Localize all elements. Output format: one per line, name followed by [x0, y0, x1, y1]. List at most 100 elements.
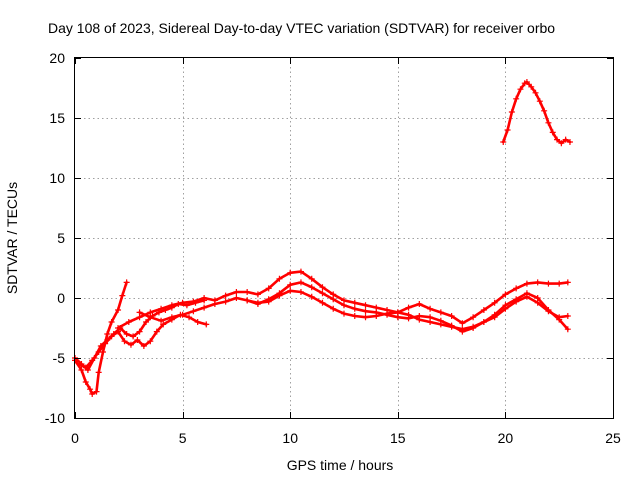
- data-point: [127, 341, 134, 348]
- data-point: [373, 313, 380, 319]
- data-point: [532, 89, 539, 96]
- data-point: [448, 313, 455, 319]
- data-point: [201, 304, 208, 311]
- data-point: [108, 333, 115, 340]
- data-point: [158, 317, 165, 324]
- data-point: [416, 301, 423, 307]
- data-point: [160, 321, 167, 328]
- data-point: [265, 285, 272, 292]
- series-track-f: [244, 287, 571, 333]
- data-point: [102, 340, 109, 347]
- data-point: [480, 319, 487, 325]
- data-point: [115, 307, 122, 313]
- data-point: [517, 86, 524, 93]
- data-point: [308, 293, 315, 300]
- data-point: [136, 309, 143, 316]
- x-tick-labels: 0 5 10 15 20 25: [71, 430, 621, 446]
- data-point: [203, 321, 210, 328]
- data-point: [194, 319, 201, 325]
- data-point: [130, 333, 137, 340]
- data-point: [351, 299, 358, 306]
- data-point: [545, 119, 552, 126]
- data-point: [427, 305, 434, 312]
- y-tick-label: 15: [49, 110, 65, 126]
- data-point: [562, 136, 569, 143]
- data-point: [566, 139, 573, 145]
- data-point: [297, 279, 304, 286]
- data-point: [104, 331, 111, 337]
- x-tick-label: 25: [605, 430, 621, 446]
- data-point: [168, 314, 175, 321]
- data-point: [147, 338, 154, 345]
- x-tick-label: 0: [71, 430, 79, 446]
- data-point: [341, 310, 347, 317]
- data-point: [362, 314, 369, 321]
- data-point: [93, 388, 100, 395]
- data-point: [82, 379, 89, 385]
- data-point: [190, 298, 197, 305]
- data-point: [554, 136, 561, 143]
- data-point: [89, 391, 96, 397]
- data-point: [504, 127, 511, 133]
- data-point: [491, 299, 498, 306]
- data-point: [513, 285, 520, 292]
- data-point: [125, 319, 132, 325]
- data-point: [480, 307, 487, 313]
- data-point: [276, 275, 283, 282]
- data-point: [508, 109, 515, 115]
- grid: [75, 58, 613, 418]
- data-point: [384, 310, 391, 317]
- data-point: [190, 308, 197, 315]
- series-track-d: [115, 268, 571, 331]
- data-point: [351, 313, 358, 319]
- y-tick-label: -10: [45, 410, 65, 426]
- y-tick-label: 20: [49, 50, 65, 66]
- data-point: [211, 301, 218, 307]
- data-point: [276, 292, 283, 299]
- data-point: [244, 297, 251, 304]
- y-tick-label: 5: [57, 230, 65, 246]
- data-point: [405, 304, 412, 311]
- data-point: [558, 140, 565, 147]
- data-point: [394, 309, 401, 316]
- data-point: [534, 279, 541, 286]
- data-point: [233, 295, 240, 301]
- data-point: [564, 313, 571, 319]
- data-point: [362, 302, 369, 309]
- y-tick-labels: -10 -5 0 5 10 15 20: [45, 50, 65, 426]
- y-axis-label: SDTVAR / TECUs: [4, 182, 20, 294]
- data-point: [523, 293, 530, 300]
- data-point: [545, 280, 552, 287]
- data-point: [158, 305, 165, 312]
- data-point: [330, 296, 337, 303]
- data-point: [534, 299, 541, 306]
- data-point: [179, 299, 186, 306]
- data-point: [319, 284, 326, 291]
- data-point: [330, 305, 337, 312]
- data-point: [265, 298, 272, 305]
- data-point: [186, 314, 193, 321]
- data-point: [528, 83, 535, 90]
- data-point: [564, 326, 571, 333]
- data-point: [108, 319, 115, 325]
- data-point: [123, 279, 130, 286]
- data-point: [459, 326, 466, 333]
- data-point: [308, 284, 315, 291]
- data-point: [362, 308, 369, 315]
- data-point: [308, 275, 315, 282]
- data-point: [564, 279, 571, 286]
- data-point: [470, 314, 477, 321]
- data-point: [95, 369, 102, 376]
- data-point: [545, 308, 552, 315]
- data-point: [82, 364, 89, 371]
- data-point: [448, 323, 455, 330]
- data-point: [437, 321, 444, 328]
- y-tick-label: 10: [49, 170, 65, 186]
- data-point: [254, 299, 261, 306]
- chart-title: Day 108 of 2023, Sidereal Day-to-day VTE…: [48, 20, 555, 36]
- data-point: [87, 386, 94, 393]
- data-point: [244, 289, 251, 295]
- data-point: [319, 290, 326, 297]
- data-point: [140, 343, 147, 349]
